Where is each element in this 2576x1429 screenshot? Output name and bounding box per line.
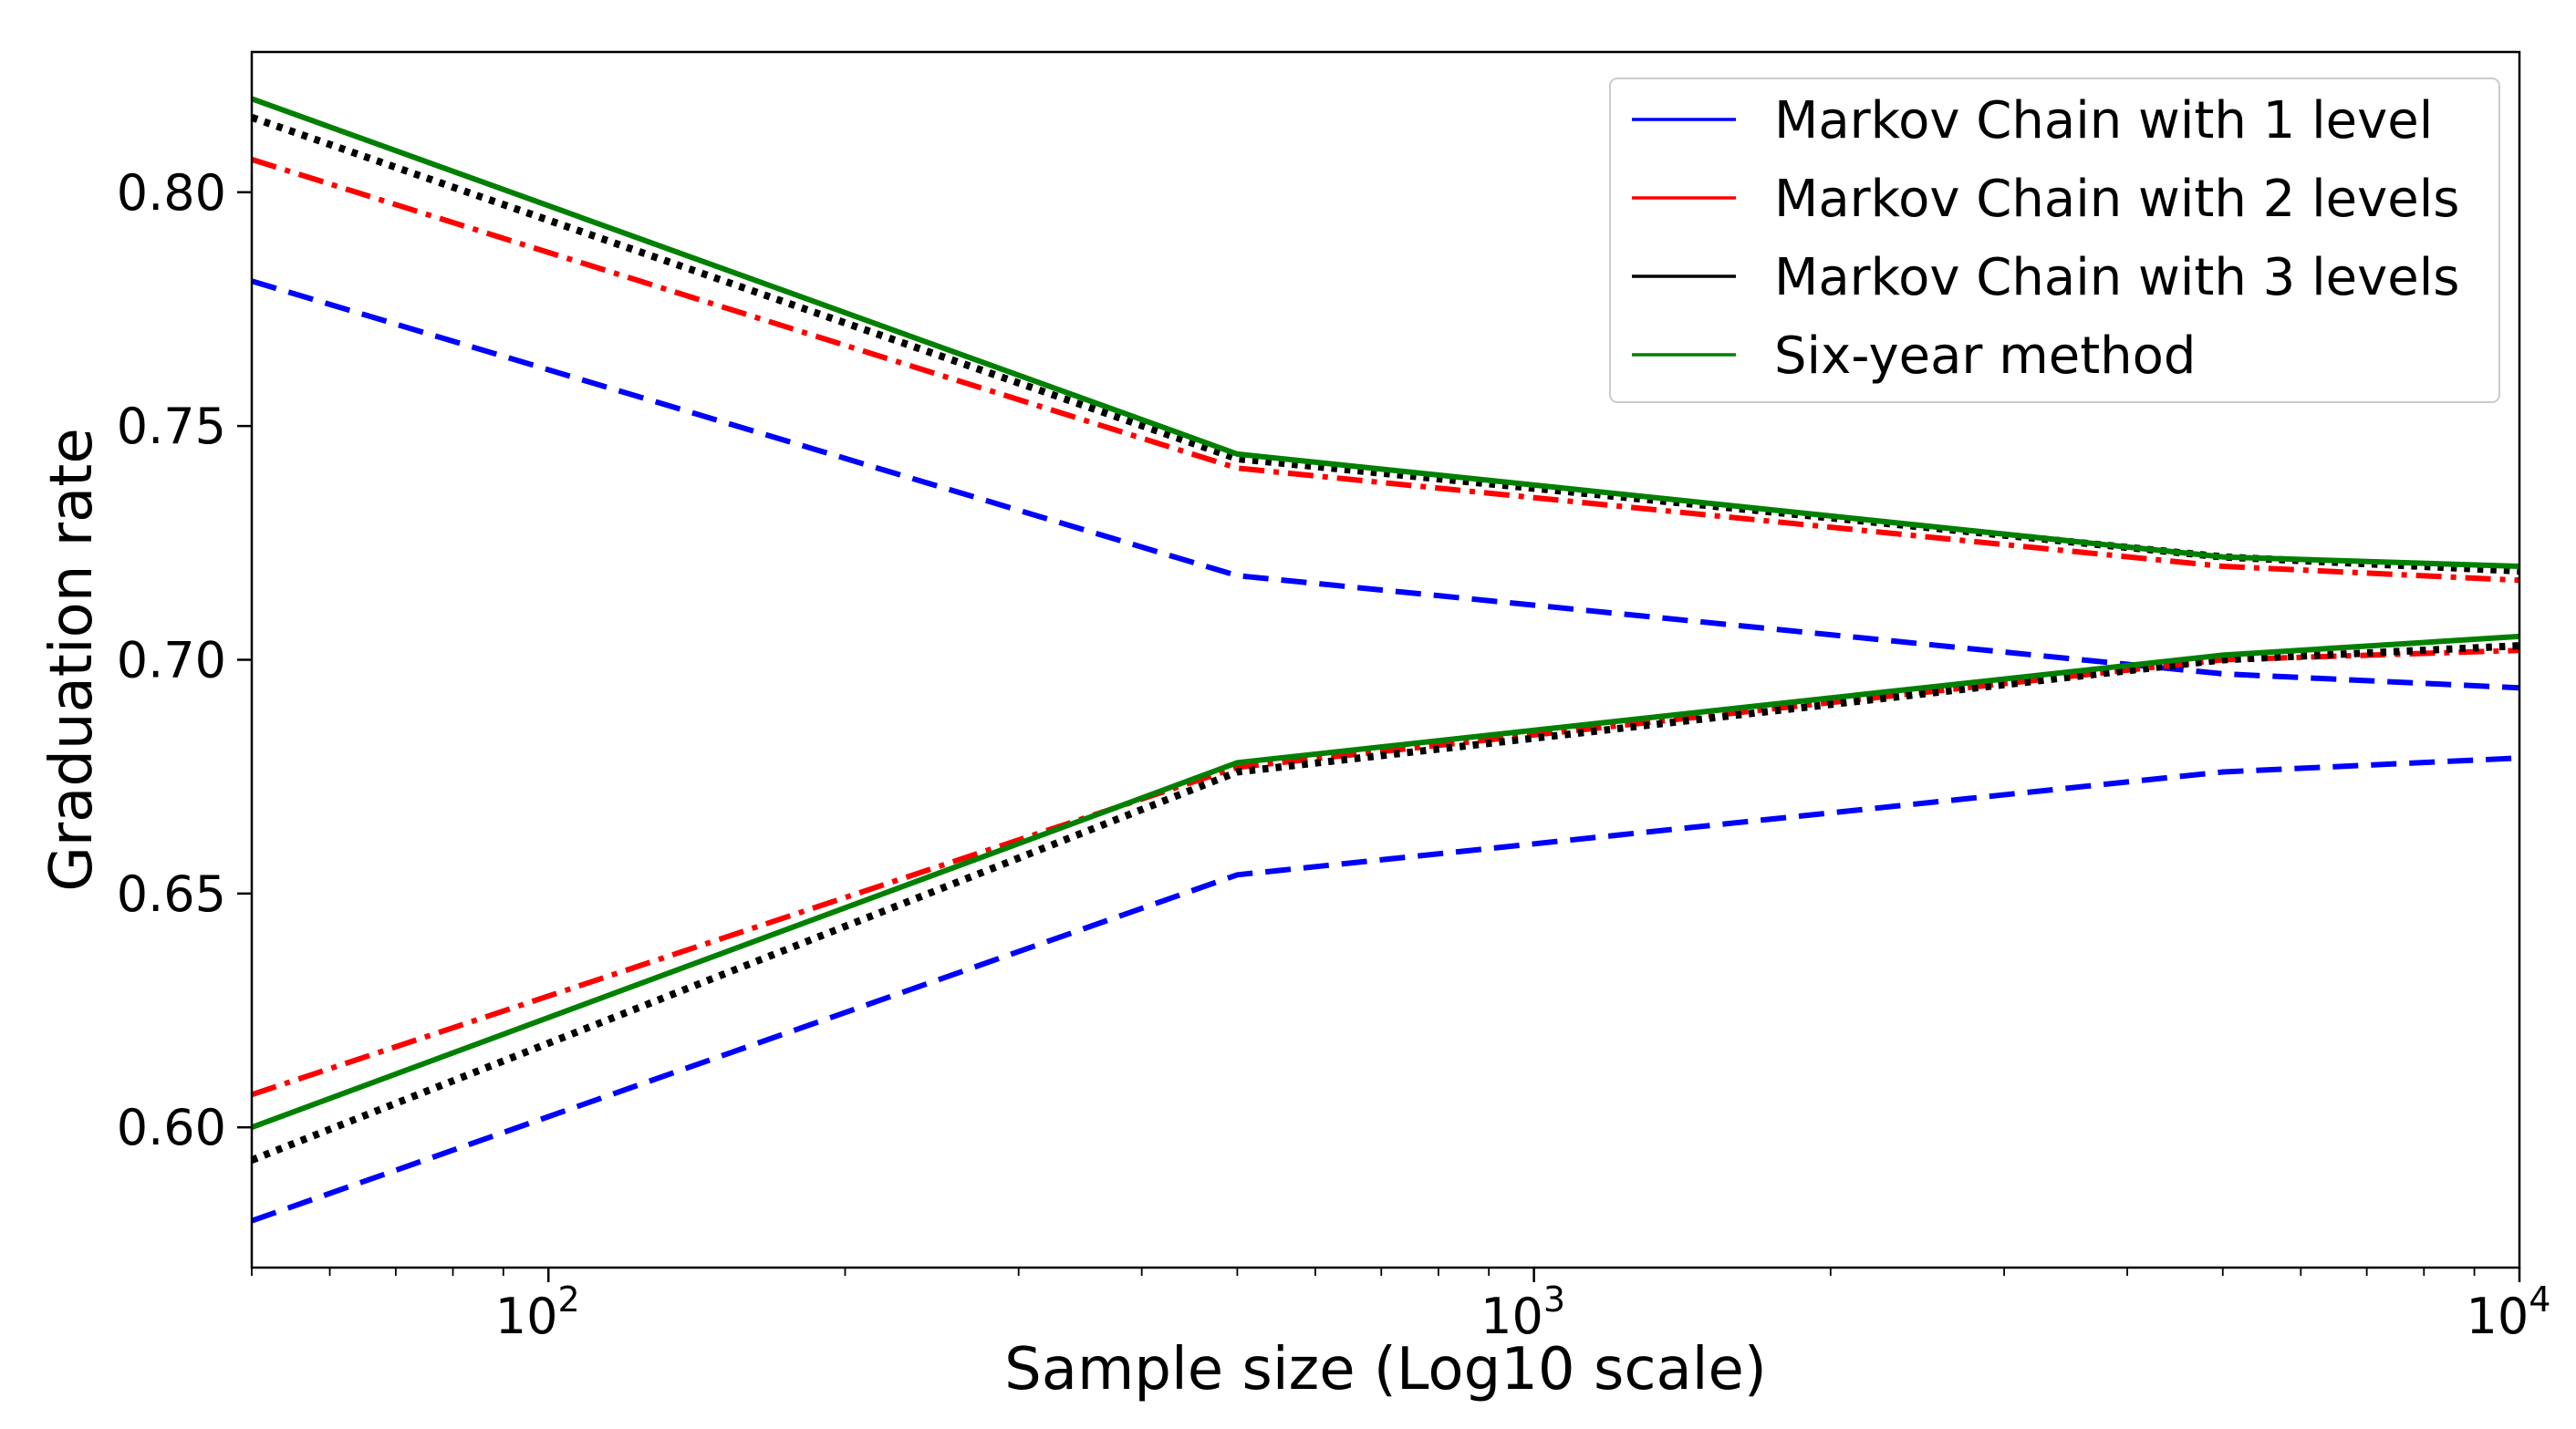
y-tick-label: 0.80 [117,164,226,222]
series-4-lower-line [250,633,2520,1131]
legend-box [1609,78,2500,403]
y-tick-label: 0.60 [117,1099,226,1156]
x-tick-label: 104 [2467,1279,2551,1345]
series-2-upper-line [251,157,2520,584]
legend-label-3: Markov Chain with 3 levels [1774,248,2459,307]
x-tick-label: 102 [495,1279,580,1345]
series-4-upper-line [250,96,2520,569]
x-axis-ticks: 102 103 104 [251,1268,2551,1345]
y-axis-ticks: 0.60 0.65 0.70 0.75 0.80 [117,164,252,1156]
y-tick-label: 0.70 [117,632,226,689]
plot-lines [250,96,2520,1224]
series-3-lower-line [250,642,2520,1164]
series-1-lower-line [251,755,2520,1224]
series-1-upper-line [251,278,2520,691]
legend-label-1: Markov Chain with 1 level [1774,91,2433,150]
legend-label-4: Six-year method [1774,326,2196,386]
legend: Markov Chain with 1 level Markov Chain wi… [1609,78,2500,403]
y-tick-label: 0.65 [117,865,226,923]
x-axis-title: Sample size (Log10 scale) [1004,1336,1767,1403]
x-tick-label: 103 [1480,1279,1565,1345]
legend-label-2: Markov Chain with 2 levels [1774,170,2459,229]
y-axis-title: Graduation rate [38,428,106,891]
y-tick-label: 0.75 [117,398,226,455]
